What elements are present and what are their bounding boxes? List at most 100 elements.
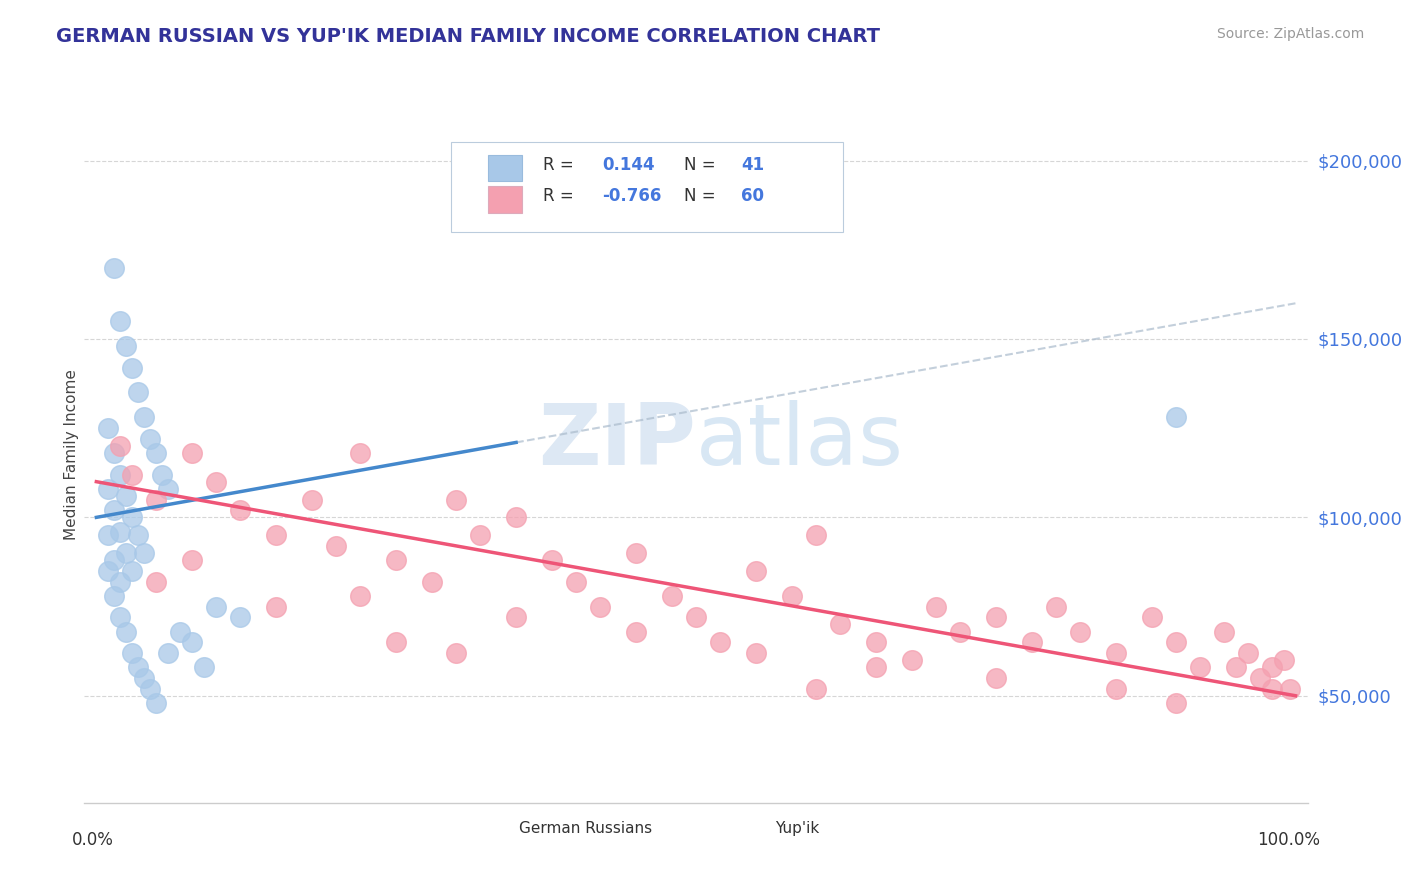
Point bbox=[264, 528, 287, 542]
Point bbox=[121, 360, 143, 375]
FancyBboxPatch shape bbox=[733, 821, 763, 838]
Point bbox=[685, 610, 707, 624]
Point bbox=[181, 635, 204, 649]
Point bbox=[150, 467, 173, 482]
Point bbox=[541, 553, 564, 567]
Point bbox=[97, 482, 120, 496]
Point bbox=[103, 589, 125, 603]
Point bbox=[349, 589, 371, 603]
Point bbox=[1164, 410, 1187, 425]
Point bbox=[110, 610, 132, 624]
Point bbox=[420, 574, 443, 589]
Text: 41: 41 bbox=[741, 156, 765, 175]
Point bbox=[661, 589, 683, 603]
Point bbox=[1225, 660, 1247, 674]
Point bbox=[925, 599, 948, 614]
Text: ZIP: ZIP bbox=[538, 400, 696, 483]
Point bbox=[134, 410, 156, 425]
Point bbox=[1249, 671, 1271, 685]
Point bbox=[828, 617, 851, 632]
Point bbox=[145, 446, 167, 460]
Text: atlas: atlas bbox=[696, 400, 904, 483]
Text: Yup'ik: Yup'ik bbox=[776, 821, 820, 836]
Point bbox=[157, 646, 180, 660]
Point bbox=[804, 528, 827, 542]
Point bbox=[121, 467, 143, 482]
Point bbox=[134, 546, 156, 560]
Point bbox=[145, 696, 167, 710]
Point bbox=[110, 439, 132, 453]
Point bbox=[505, 510, 527, 524]
FancyBboxPatch shape bbox=[488, 186, 522, 213]
Point bbox=[229, 503, 252, 517]
Text: Source: ZipAtlas.com: Source: ZipAtlas.com bbox=[1216, 27, 1364, 41]
Point bbox=[103, 446, 125, 460]
Point bbox=[901, 653, 924, 667]
Point bbox=[624, 624, 647, 639]
Point bbox=[709, 635, 731, 649]
Point bbox=[115, 489, 138, 503]
Point bbox=[110, 574, 132, 589]
Text: N =: N = bbox=[683, 187, 721, 205]
Point bbox=[624, 546, 647, 560]
Point bbox=[115, 339, 138, 353]
Point bbox=[780, 589, 803, 603]
Text: GERMAN RUSSIAN VS YUP'IK MEDIAN FAMILY INCOME CORRELATION CHART: GERMAN RUSSIAN VS YUP'IK MEDIAN FAMILY I… bbox=[56, 27, 880, 45]
Point bbox=[984, 671, 1007, 685]
Point bbox=[1105, 681, 1128, 696]
Point bbox=[134, 671, 156, 685]
Point bbox=[103, 553, 125, 567]
Point bbox=[145, 574, 167, 589]
Point bbox=[505, 610, 527, 624]
Point bbox=[97, 528, 120, 542]
Point bbox=[181, 446, 204, 460]
Point bbox=[1021, 635, 1043, 649]
Point bbox=[1045, 599, 1067, 614]
Point bbox=[127, 528, 149, 542]
Point bbox=[565, 574, 588, 589]
Point bbox=[949, 624, 972, 639]
Point bbox=[264, 599, 287, 614]
Point bbox=[145, 492, 167, 507]
FancyBboxPatch shape bbox=[451, 142, 842, 232]
Point bbox=[205, 475, 228, 489]
Point bbox=[103, 503, 125, 517]
Point bbox=[468, 528, 491, 542]
Point bbox=[1069, 624, 1091, 639]
Text: 60: 60 bbox=[741, 187, 765, 205]
Text: 0.0%: 0.0% bbox=[72, 830, 114, 848]
Text: -0.766: -0.766 bbox=[602, 187, 661, 205]
Point bbox=[745, 564, 768, 578]
Point bbox=[121, 646, 143, 660]
Text: R =: R = bbox=[543, 187, 579, 205]
Point bbox=[1260, 660, 1282, 674]
Point bbox=[385, 553, 408, 567]
Text: 0.144: 0.144 bbox=[602, 156, 654, 175]
Point bbox=[1260, 681, 1282, 696]
Point bbox=[865, 635, 887, 649]
Point bbox=[589, 599, 612, 614]
Point bbox=[984, 610, 1007, 624]
FancyBboxPatch shape bbox=[488, 155, 522, 181]
Point bbox=[139, 681, 162, 696]
Text: German Russians: German Russians bbox=[519, 821, 652, 836]
Point bbox=[110, 467, 132, 482]
Point bbox=[229, 610, 252, 624]
Point bbox=[157, 482, 180, 496]
Point bbox=[127, 385, 149, 400]
Point bbox=[127, 660, 149, 674]
Point bbox=[110, 524, 132, 539]
Text: N =: N = bbox=[683, 156, 721, 175]
Point bbox=[745, 646, 768, 660]
Point bbox=[444, 492, 467, 507]
Text: R =: R = bbox=[543, 156, 579, 175]
Text: 100.0%: 100.0% bbox=[1257, 830, 1320, 848]
Point bbox=[1278, 681, 1301, 696]
Point bbox=[1212, 624, 1234, 639]
Point bbox=[121, 564, 143, 578]
Point bbox=[804, 681, 827, 696]
Point bbox=[110, 314, 132, 328]
Point bbox=[193, 660, 215, 674]
Point bbox=[115, 624, 138, 639]
Point bbox=[349, 446, 371, 460]
